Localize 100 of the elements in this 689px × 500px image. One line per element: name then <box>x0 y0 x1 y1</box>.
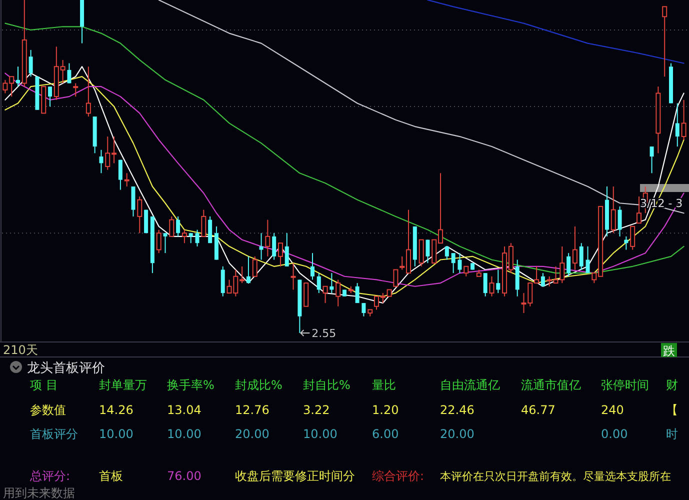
candlestick <box>201 209 206 237</box>
candlestick <box>73 82 78 98</box>
candlestick <box>540 272 545 287</box>
text: 跌 <box>663 344 675 358</box>
candlestick <box>618 206 622 237</box>
text: 收盘后需要修正时间分 <box>235 469 355 483</box>
text: 12.76 <box>235 403 270 417</box>
text: 10.00 <box>303 427 338 441</box>
annotation: 2.55 <box>312 327 336 340</box>
candlestick <box>131 186 136 217</box>
candlestick <box>464 266 469 277</box>
candlestick <box>316 272 321 294</box>
candlestick <box>662 6 668 78</box>
text: 首板 <box>99 469 123 483</box>
candlestick <box>322 286 328 304</box>
candlestick <box>444 246 449 260</box>
text: 46.77 <box>521 403 556 417</box>
candlestick <box>483 272 488 297</box>
candlestick <box>265 219 270 257</box>
text: 10.00 <box>167 427 202 441</box>
text: 项 目 <box>30 378 58 392</box>
candlestick <box>86 66 91 118</box>
candlestick <box>630 226 636 250</box>
candlestick <box>489 276 494 297</box>
candlestick <box>586 246 590 274</box>
candlestick <box>67 62 72 84</box>
candlestick <box>284 232 289 267</box>
candlestick <box>16 66 20 88</box>
text: 本评价在只次日开盘前有效。尽量选本支股所在 <box>440 470 671 483</box>
text: 6.00 <box>372 427 399 441</box>
candlestick <box>572 226 578 270</box>
candlestick <box>675 102 680 148</box>
category-label: 封自比% <box>303 378 350 392</box>
candlestick <box>169 216 174 237</box>
candlestick <box>272 232 276 260</box>
candlestick <box>252 256 258 277</box>
text: 总评分: <box>29 469 70 483</box>
candlestick <box>624 236 628 250</box>
candlestick <box>579 242 584 270</box>
candlestick <box>330 272 334 294</box>
text: 76.00 <box>167 469 202 483</box>
text: 【 <box>666 403 678 417</box>
candlestick <box>188 232 193 244</box>
category-label: 财 <box>666 378 678 392</box>
candlestick <box>426 239 430 264</box>
candlestick <box>99 149 104 174</box>
category-label: 量比 <box>372 378 396 392</box>
category-label: 封单量万 <box>99 378 147 392</box>
candlestick <box>362 302 366 317</box>
text: 用到未来数据 <box>3 486 75 500</box>
candlestick <box>246 256 250 284</box>
category-label: 流通市值亿 <box>521 378 581 392</box>
candlestick <box>650 146 654 174</box>
candlestick <box>681 99 686 140</box>
candlestick <box>458 252 462 274</box>
candlestick <box>124 172 130 187</box>
candlestick <box>176 216 180 237</box>
text: 10.00 <box>99 427 134 441</box>
candlestick <box>156 229 162 254</box>
candlestick <box>182 229 187 244</box>
candlestick <box>566 252 571 277</box>
text: 1.20 <box>372 403 399 417</box>
candlestick <box>163 232 168 254</box>
candlestick <box>418 239 424 267</box>
candlestick <box>259 232 264 260</box>
text: 14.26 <box>99 403 134 417</box>
candlestick <box>220 266 225 297</box>
text: 20.00 <box>440 427 474 441</box>
text: 综合评价: <box>372 469 424 483</box>
text: 20.00 <box>235 427 270 441</box>
candlestick <box>48 86 52 108</box>
candlestick <box>304 282 309 307</box>
candlestick <box>278 242 283 267</box>
text: 时 <box>666 427 678 441</box>
category-label: 参数值 <box>30 403 66 417</box>
text: 13.04 <box>167 403 202 417</box>
candlestick <box>208 216 212 244</box>
candlestick <box>310 252 314 280</box>
category-label: 首板评分 <box>30 427 78 441</box>
candlestick <box>290 262 296 290</box>
text: 龙头首板评价 <box>27 361 105 376</box>
candlestick <box>118 159 122 190</box>
candlestick <box>515 259 520 297</box>
candlestick <box>451 252 456 274</box>
candlestick <box>336 279 341 307</box>
candlestick <box>28 49 33 78</box>
text: 22.46 <box>440 403 474 417</box>
candlestick <box>610 186 616 234</box>
text: 0.00 <box>601 427 628 441</box>
text: 3.22 <box>303 403 330 417</box>
category-label: 封成比% <box>235 378 282 392</box>
category-label: 换手率% <box>167 378 214 392</box>
category-label: 张停时间 <box>601 378 649 392</box>
candlestick <box>195 229 200 247</box>
candlestick <box>393 269 398 287</box>
candlestick <box>636 196 642 224</box>
candlestick <box>137 196 142 234</box>
text: 240 <box>601 403 624 417</box>
candlestick <box>496 269 500 294</box>
category-label: 自由流通亿 <box>440 378 500 392</box>
